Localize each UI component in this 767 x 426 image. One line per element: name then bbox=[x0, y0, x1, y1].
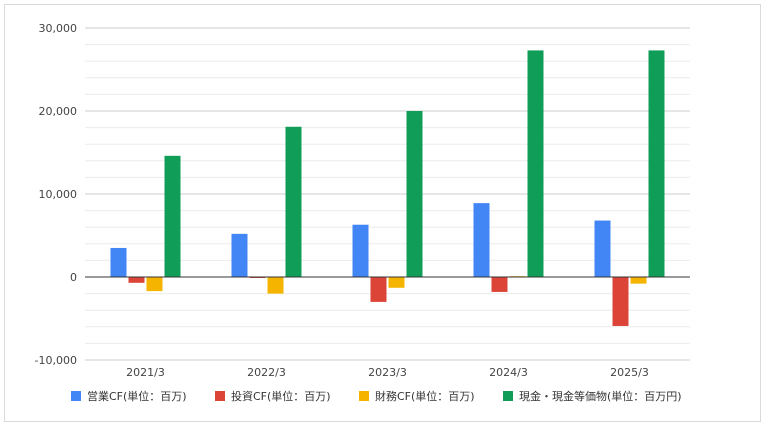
bar-2-2023-3 bbox=[370, 277, 387, 302]
legend-label: 営業CF(単位：百万) bbox=[87, 389, 187, 403]
bar-1-2022-3 bbox=[231, 233, 248, 277]
y-tick-label: 0 bbox=[70, 271, 77, 284]
legend-label: 現金・現金等価物(単位：百万円) bbox=[519, 389, 682, 403]
bar-4-2023-3 bbox=[406, 111, 423, 277]
bar-3-2025-3 bbox=[630, 277, 647, 284]
bar-1-2024-3 bbox=[473, 203, 490, 277]
bar-3-2022-3 bbox=[267, 277, 284, 294]
legend-swatch bbox=[359, 391, 369, 401]
bar-4-2021-3 bbox=[164, 155, 181, 277]
x-tick-label: 2024/3 bbox=[489, 366, 528, 379]
bar-2-2021-3 bbox=[128, 277, 145, 283]
y-tick-label: -10,000 bbox=[35, 354, 77, 367]
y-axis: 30,000 20,000 10,000 0 -10,000 bbox=[35, 22, 77, 367]
legend-swatch bbox=[215, 391, 225, 401]
bar-3-2023-3 bbox=[388, 277, 405, 288]
y-tick-label: 30,000 bbox=[39, 22, 78, 35]
bar-4-2025-3 bbox=[648, 50, 665, 277]
bar-4-2022-3 bbox=[285, 126, 302, 278]
y-tick-label: 10,000 bbox=[39, 188, 78, 201]
x-tick-label: 2025/3 bbox=[610, 366, 649, 379]
bar-1-2023-3 bbox=[352, 224, 369, 277]
x-tick-label: 2022/3 bbox=[247, 366, 286, 379]
x-tick-label: 2021/3 bbox=[126, 366, 165, 379]
x-tick-label: 2023/3 bbox=[368, 366, 407, 379]
bar-1-2025-3 bbox=[594, 220, 611, 277]
grid-lines bbox=[85, 27, 690, 361]
bar-3-2021-3 bbox=[146, 277, 163, 292]
legend: 営業CF(単位：百万) 投資CF(単位：百万) 財務CF(単位：百万) 現金・現金等価… bbox=[71, 389, 682, 403]
chart-frame bbox=[4, 4, 761, 422]
bar-1-2021-3 bbox=[110, 247, 127, 277]
x-axis: 2021/3 2022/3 2023/3 2024/3 2025/3 bbox=[85, 276, 690, 379]
bar-2-2025-3 bbox=[612, 277, 629, 326]
legend-label: 財務CF(単位：百万) bbox=[375, 389, 475, 403]
legend-swatch bbox=[71, 391, 81, 401]
bar-4-2024-3 bbox=[527, 50, 544, 277]
bars bbox=[110, 50, 665, 326]
legend-swatch bbox=[503, 391, 513, 401]
y-tick-label: 20,000 bbox=[39, 105, 78, 118]
legend-label: 投資CF(単位：百万) bbox=[231, 389, 331, 403]
bar-2-2024-3 bbox=[491, 277, 508, 292]
